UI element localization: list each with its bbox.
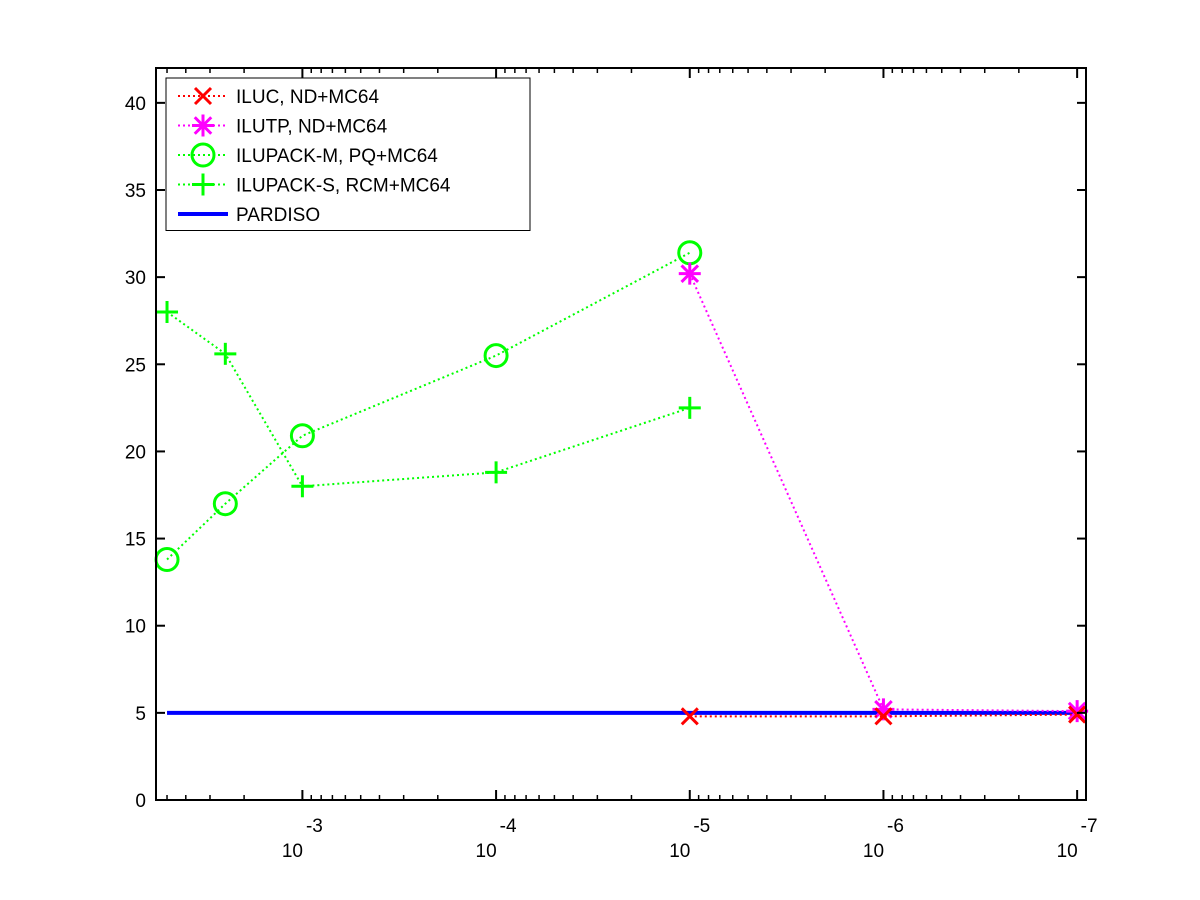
legend-item: PARDISO	[178, 205, 320, 226]
series-line	[166, 251, 691, 561]
x-tick-label-exponent: -3	[306, 816, 323, 837]
legend-item: ILUPACK-M, PQ+MC64	[178, 142, 438, 168]
x-tick-label-base: 10	[863, 841, 884, 862]
series-1	[678, 262, 1089, 723]
y-tick-label: 25	[125, 355, 146, 376]
legend-marker	[192, 114, 214, 137]
y-tick-label: 15	[125, 530, 146, 551]
y-tick-label: 20	[125, 442, 146, 463]
x-tick-label-exponent: -6	[887, 816, 904, 837]
data-point	[214, 342, 237, 365]
data-point	[678, 262, 701, 285]
data-point	[289, 423, 315, 449]
axes-box	[155, 67, 1087, 801]
legend-label: ILUC, ND+MC64	[236, 87, 379, 108]
legend-marker	[192, 173, 214, 196]
legend-marker	[193, 86, 213, 106]
y-tick-label: 5	[135, 704, 146, 725]
legend-item: ILUC, ND+MC64	[178, 86, 379, 108]
data-point	[677, 240, 703, 266]
legend-label: ILUPACK-M, PQ+MC64	[236, 146, 438, 167]
series-0	[680, 705, 1087, 726]
x-tick-label-base: 10	[1057, 841, 1078, 862]
legend: ILUC, ND+MC64 ILUTP, ND+MC64 ILUPACK-M, PQ…	[165, 77, 531, 231]
data-point	[291, 475, 314, 498]
legend-marker	[190, 142, 216, 168]
data-point	[874, 707, 893, 726]
x-tick-label-exponent: -5	[693, 816, 710, 837]
data-point	[156, 301, 179, 323]
data-point	[680, 707, 699, 726]
series-2	[154, 240, 703, 572]
x-tick-label-base: 10	[669, 841, 690, 862]
y-tick-label: 30	[125, 268, 146, 289]
legend-box	[165, 77, 531, 231]
y-tick-label: 10	[125, 617, 146, 638]
series-line	[166, 311, 691, 488]
data-point	[485, 461, 508, 484]
y-tick-label: 40	[125, 94, 146, 115]
x-tick-label-exponent: -7	[1081, 816, 1098, 837]
series-line	[688, 273, 1078, 713]
legend-label: PARDISO	[236, 205, 320, 226]
y-tick-label: 0	[135, 791, 146, 812]
x-tick-label-base: 10	[282, 841, 303, 862]
data-point	[678, 396, 701, 419]
data-point	[1068, 705, 1087, 724]
series-3	[156, 301, 701, 498]
legend-item: ILUPACK-S, RCM+MC64	[178, 173, 451, 197]
y-tick-label: 35	[125, 181, 146, 202]
data-point	[212, 491, 238, 517]
x-tick-label-exponent: -4	[500, 816, 517, 837]
x-tick-label-base: 10	[476, 841, 497, 862]
data-point	[1066, 700, 1089, 723]
legend-label: ILUTP, ND+MC64	[236, 117, 388, 138]
legend-item: ILUTP, ND+MC64	[178, 114, 388, 138]
data-point	[483, 343, 509, 369]
plot-marks	[154, 240, 1089, 726]
legend-label: ILUPACK-S, RCM+MC64	[236, 176, 451, 197]
